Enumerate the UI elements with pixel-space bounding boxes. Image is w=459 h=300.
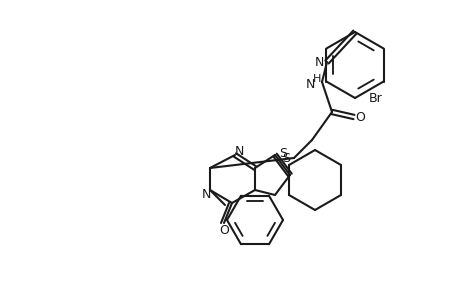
Text: H: H <box>312 74 320 84</box>
Text: O: O <box>354 110 364 124</box>
Text: N: N <box>305 77 314 91</box>
Text: O: O <box>218 224 229 238</box>
Text: N: N <box>234 145 243 158</box>
Text: N: N <box>313 56 323 68</box>
Text: S: S <box>279 146 286 160</box>
Text: S: S <box>281 152 289 164</box>
Text: Br: Br <box>368 92 382 104</box>
Text: N: N <box>201 188 210 200</box>
